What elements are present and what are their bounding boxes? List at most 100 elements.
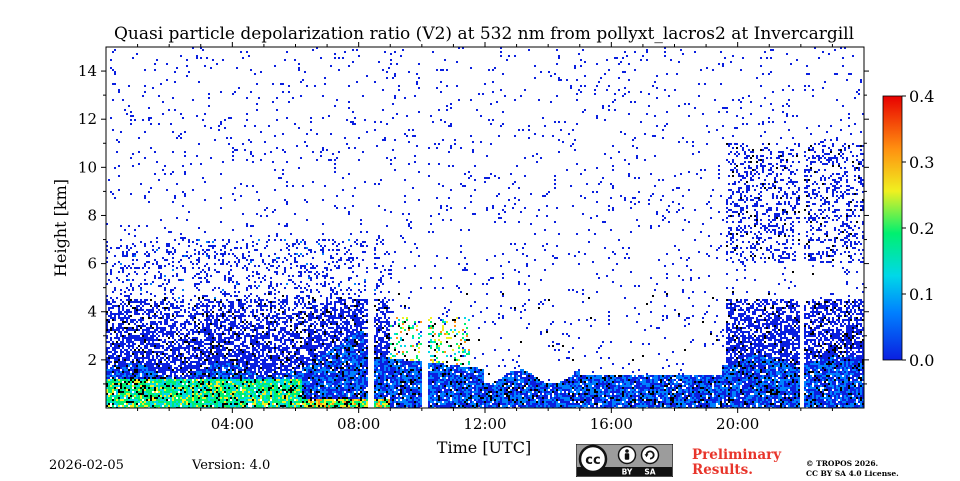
heatmap-cell	[194, 321, 196, 323]
heatmap-cell	[250, 369, 252, 371]
heatmap-cell	[254, 73, 256, 75]
heatmap-cell	[202, 327, 204, 329]
heatmap-cell	[284, 387, 286, 389]
heatmap-cell	[118, 359, 120, 361]
heatmap-cell	[274, 289, 276, 291]
heatmap-cell	[312, 315, 314, 317]
heatmap-cell	[224, 365, 226, 367]
heatmap-cell	[194, 275, 196, 277]
heatmap-cell	[126, 275, 128, 277]
heatmap-cell	[206, 273, 208, 275]
heatmap-cell	[132, 371, 134, 373]
heatmap-cell	[174, 381, 176, 383]
heatmap-cell	[130, 373, 132, 375]
heatmap-cell	[228, 383, 230, 385]
heatmap-cell	[282, 403, 284, 405]
heatmap-cell	[130, 361, 132, 363]
heatmap-cell	[162, 315, 164, 317]
heatmap-cell	[284, 397, 286, 399]
heatmap-cell	[146, 347, 148, 349]
heatmap-cell	[106, 299, 108, 301]
heatmap-cell	[240, 325, 242, 327]
heatmap-cell	[172, 387, 174, 389]
heatmap-cell	[118, 339, 120, 341]
heatmap-cell	[150, 343, 152, 345]
heatmap-cell	[282, 261, 284, 263]
heatmap-cell	[234, 255, 236, 257]
heatmap-cell	[214, 393, 216, 395]
heatmap-cell	[226, 397, 228, 399]
heatmap-cell	[182, 353, 184, 355]
heatmap-cell	[246, 185, 248, 187]
heatmap-cell	[246, 391, 248, 393]
heatmap-cell	[112, 395, 114, 397]
heatmap-cell	[130, 305, 132, 307]
heatmap-cell	[126, 321, 128, 323]
heatmap-cell	[202, 361, 204, 363]
heatmap-cell	[294, 327, 296, 329]
heatmap-cell	[244, 387, 246, 389]
heatmap-cell	[174, 389, 176, 391]
heatmap-cell	[310, 339, 312, 341]
heatmap-cell	[178, 279, 180, 281]
heatmap-cell	[108, 385, 110, 387]
heatmap-cell	[276, 335, 278, 337]
heatmap-cell	[142, 389, 144, 391]
heatmap-cell	[220, 249, 222, 251]
heatmap-cell	[158, 277, 160, 279]
heatmap-cell	[222, 305, 224, 307]
heatmap-cell	[270, 285, 272, 287]
heatmap-cell	[136, 387, 138, 389]
heatmap-cell	[256, 379, 258, 381]
heatmap-cell	[218, 367, 220, 369]
heatmap-cell	[166, 387, 168, 389]
heatmap-cell	[110, 355, 112, 357]
heatmap-cell	[202, 373, 204, 375]
heatmap-cell	[168, 231, 170, 233]
heatmap-cell	[122, 389, 124, 391]
heatmap-cell	[298, 299, 300, 301]
heatmap-cell	[210, 391, 212, 393]
heatmap-cell	[306, 395, 308, 397]
heatmap-cell	[166, 367, 168, 369]
heatmap-cell	[236, 241, 238, 243]
heatmap-cell	[198, 347, 200, 349]
heatmap-cell	[208, 393, 210, 395]
heatmap-cell	[212, 337, 214, 339]
heatmap-cell	[268, 351, 270, 353]
heatmap-cell	[190, 365, 192, 367]
heatmap-cell	[132, 403, 134, 405]
heatmap-cell	[282, 351, 284, 353]
heatmap-cell	[258, 357, 260, 359]
heatmap-cell	[128, 345, 130, 347]
heatmap-cell	[250, 391, 252, 393]
heatmap-cell	[152, 405, 154, 407]
heatmap-cell	[278, 317, 280, 319]
heatmap-cell	[156, 249, 158, 251]
heatmap-cell	[112, 347, 114, 349]
heatmap-cell	[180, 55, 182, 57]
heatmap-cell	[292, 389, 294, 391]
heatmap-cell	[264, 275, 266, 277]
heatmap-cell	[232, 253, 234, 255]
heatmap-cell	[110, 391, 112, 393]
heatmap-cell	[296, 351, 298, 353]
heatmap-cell	[236, 247, 238, 249]
heatmap-cell	[230, 327, 232, 329]
heatmap-cell	[276, 359, 278, 361]
heatmap-cell	[228, 371, 230, 373]
heatmap-cell	[252, 155, 254, 157]
heatmap-cell	[132, 289, 134, 291]
heatmap-cell	[262, 401, 264, 403]
heatmap-cell	[248, 393, 250, 395]
heatmap-cell	[144, 157, 146, 159]
heatmap-cell	[106, 249, 108, 251]
heatmap-cell	[294, 371, 296, 373]
heatmap-cell	[184, 337, 186, 339]
heatmap-cell	[122, 323, 124, 325]
heatmap-cell	[232, 305, 234, 307]
heatmap-cell	[154, 363, 156, 365]
heatmap-cell	[168, 391, 170, 393]
heatmap-cell	[116, 373, 118, 375]
heatmap-cell	[288, 317, 290, 319]
